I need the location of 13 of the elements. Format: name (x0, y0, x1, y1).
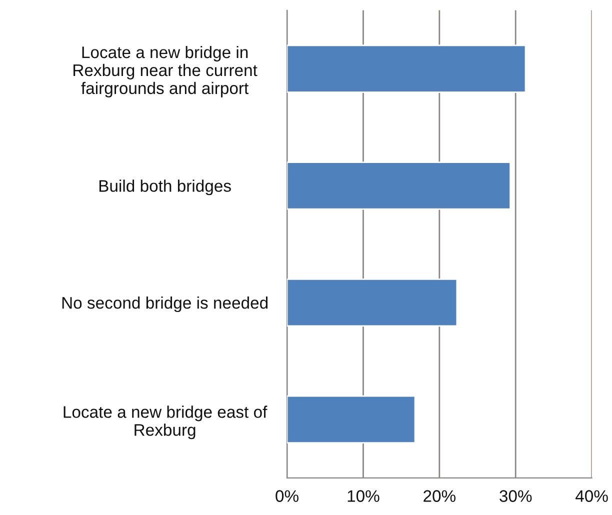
x-tick-label: 10% (348, 490, 380, 502)
bar (287, 395, 416, 444)
x-tick-label: 40% (576, 490, 608, 502)
x-tick-label: 0% (276, 490, 298, 502)
bar (287, 278, 458, 327)
y-tick-label: Locate a new bridge east of Rexburg (64, 406, 268, 440)
y-tick-label: Locate a new bridge in Rexburg near the current fairgrounds and airport (74, 46, 258, 98)
y-tick-label: Build both bridges (99, 180, 231, 196)
bar (287, 44, 526, 93)
x-tick-label: 30% (500, 490, 532, 502)
x-tick-label: 20% (424, 490, 456, 502)
y-tick-label: No second bridge is needed (62, 296, 268, 312)
bar (287, 162, 511, 210)
